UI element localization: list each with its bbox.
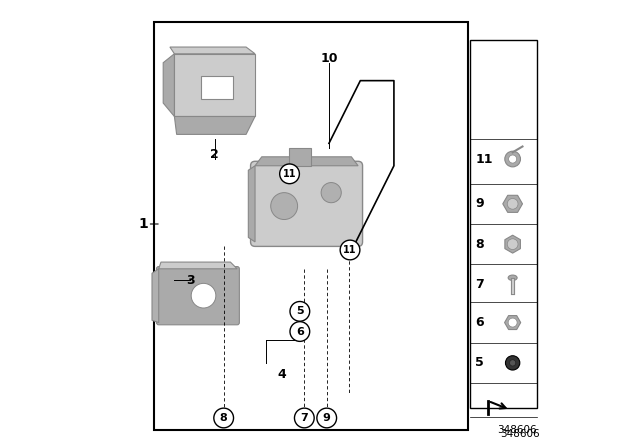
Text: 11: 11 <box>476 152 493 166</box>
Text: 2: 2 <box>211 148 219 161</box>
Ellipse shape <box>508 239 518 250</box>
Ellipse shape <box>509 155 516 163</box>
Polygon shape <box>175 54 255 116</box>
Text: 6: 6 <box>476 316 484 329</box>
Text: 348606: 348606 <box>498 425 538 435</box>
Polygon shape <box>255 157 358 166</box>
Ellipse shape <box>191 284 216 308</box>
Text: 11: 11 <box>343 245 356 255</box>
Polygon shape <box>170 47 255 54</box>
Text: 5: 5 <box>476 356 484 370</box>
Ellipse shape <box>509 360 516 366</box>
Circle shape <box>214 408 234 428</box>
Circle shape <box>340 240 360 260</box>
Polygon shape <box>248 166 255 242</box>
Text: 9: 9 <box>476 197 484 211</box>
Text: 3: 3 <box>186 273 195 287</box>
Ellipse shape <box>508 275 517 280</box>
FancyBboxPatch shape <box>251 161 362 246</box>
Text: 1: 1 <box>138 217 148 231</box>
FancyBboxPatch shape <box>154 22 468 430</box>
Polygon shape <box>175 116 255 134</box>
Text: 9: 9 <box>323 413 331 423</box>
FancyBboxPatch shape <box>157 267 239 325</box>
FancyBboxPatch shape <box>289 148 311 166</box>
Polygon shape <box>152 269 159 323</box>
Polygon shape <box>159 262 237 269</box>
Text: 7: 7 <box>300 413 308 423</box>
Ellipse shape <box>506 356 520 370</box>
Text: 11: 11 <box>283 169 296 179</box>
Circle shape <box>280 164 300 184</box>
Ellipse shape <box>508 318 517 327</box>
Ellipse shape <box>321 182 341 202</box>
Circle shape <box>294 408 314 428</box>
Text: 7: 7 <box>476 278 484 291</box>
Circle shape <box>317 408 337 428</box>
Text: 10: 10 <box>320 52 338 65</box>
Polygon shape <box>202 76 233 99</box>
Circle shape <box>290 302 310 321</box>
Text: 5: 5 <box>296 306 303 316</box>
FancyBboxPatch shape <box>470 40 538 408</box>
Text: 8: 8 <box>476 237 484 251</box>
Ellipse shape <box>505 151 520 167</box>
Text: 4: 4 <box>278 367 286 381</box>
Text: 348606: 348606 <box>500 429 540 439</box>
Text: 6: 6 <box>296 327 304 336</box>
Text: 8: 8 <box>220 413 228 423</box>
Polygon shape <box>163 54 175 116</box>
Ellipse shape <box>508 198 518 209</box>
Polygon shape <box>505 235 520 253</box>
Polygon shape <box>503 195 522 212</box>
Circle shape <box>290 322 310 341</box>
Ellipse shape <box>271 193 298 220</box>
Polygon shape <box>504 315 521 330</box>
